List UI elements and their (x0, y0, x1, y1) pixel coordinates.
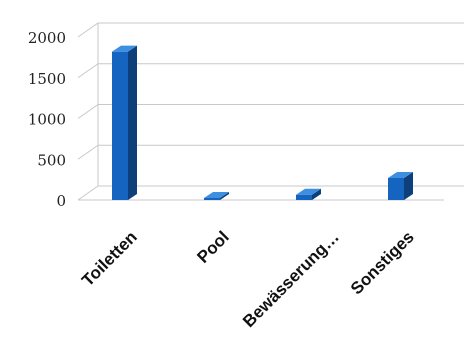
bar-front-face (112, 51, 128, 200)
bar-front-face (296, 194, 312, 200)
bar-top-face (296, 188, 321, 195)
x-tick-label-bewaesserung: Bewässerung… (239, 227, 343, 331)
bars (112, 45, 413, 200)
y-tick-label-0: 0 (56, 192, 66, 210)
bar-top-face (204, 191, 229, 198)
bar-sonstiges (388, 171, 413, 200)
bar-front-face (204, 197, 220, 200)
x-axis-tick-labels: Toiletten Pool Bewässerung… Sonstiges (78, 227, 418, 331)
gridline-depth-2000 (77, 22, 99, 38)
y-tick-label-1000: 1000 (28, 111, 66, 129)
bar-bewässerung (296, 188, 321, 200)
y-tick-label-500: 500 (37, 151, 66, 169)
x-tick-label-pool: Pool (193, 227, 232, 266)
bar-top-face (112, 45, 137, 52)
gridline-depth-500 (77, 144, 99, 160)
gridlines (77, 22, 464, 201)
bar-side-face (220, 191, 229, 200)
gridline-depth-1000 (77, 104, 99, 119)
gridline-depth-0 (77, 185, 99, 201)
y-tick-label-1500: 1500 (28, 70, 66, 88)
y-tick-label-2000: 2000 (28, 29, 66, 47)
bar-side-face (128, 45, 137, 200)
y-axis-tick-labels: 0 500 1000 1500 2000 (28, 29, 66, 210)
x-tick-label-sonstiges: Sonstiges (347, 227, 418, 298)
x-tick-label-toiletten: Toiletten (78, 227, 141, 290)
bar-top-face (388, 171, 413, 178)
gridline-depth-1500 (77, 63, 99, 79)
bar-side-face (312, 188, 321, 200)
bar-front-face (388, 177, 404, 200)
bar-toiletten (112, 45, 137, 200)
bar-side-face (404, 171, 413, 200)
bar-pool (204, 191, 229, 200)
